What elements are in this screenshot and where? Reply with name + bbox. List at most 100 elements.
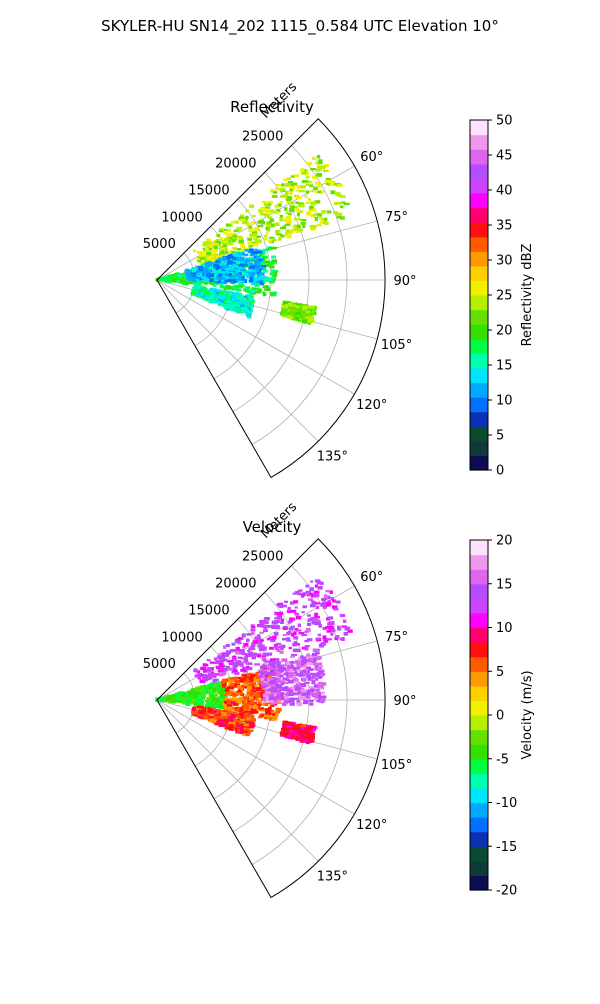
echo-gate [290,175,296,178]
echo-gate [212,684,217,688]
echo-gate [166,695,172,700]
echo-gate [237,292,241,296]
echo-gate [336,183,343,187]
echo-gate [259,622,265,625]
echo-gate [210,265,214,268]
echo-gate [218,295,225,300]
colorbar-segment [470,787,488,804]
echo-gate [252,686,256,690]
echo-gate [274,617,278,620]
colorbar-segment [470,382,488,398]
echo-gate [245,275,250,278]
echo-gate [311,680,316,685]
echo-gate [241,657,247,660]
echo-gate [282,673,286,676]
echo-gate [284,308,289,312]
colorbar-tick-label: 15 [496,359,513,374]
echo-gate [250,631,255,636]
echo-gate [262,208,269,213]
echo-gate [274,645,279,650]
echo-gate [313,615,320,619]
echo-gate [224,304,230,309]
echo-gate [265,264,271,267]
colorbar-segment [470,192,488,209]
colorbar-segment [470,426,488,442]
echo-gate [255,290,259,294]
echo-gate [214,260,220,264]
echo-gate [259,620,265,623]
echo-gate [251,688,258,692]
echo-gate [220,285,227,289]
colorbar-tick-label: 50 [496,114,513,129]
echo-gate [266,221,272,226]
echo-gate [255,693,260,698]
echo-gate [270,269,276,274]
echo-gate [229,724,234,727]
echo-gate [275,209,281,213]
echo-gate [284,232,289,236]
echo-gate [304,639,309,643]
echo-gate [238,720,242,725]
echo-gate [309,311,315,315]
echo-gate [289,655,295,659]
echo-gate [259,691,265,696]
echo-gate [216,233,221,238]
echo-gate [215,687,222,691]
echo-gate [184,281,189,286]
echo-gate [177,274,183,278]
echo-gate [203,256,208,260]
echo-gate [213,245,218,250]
echo-gate [302,658,308,663]
echo-gate [248,710,254,714]
echo-gate [316,165,321,168]
echo-gate [315,602,321,605]
echo-gate [279,217,283,222]
echo-gate [285,693,289,696]
echo-gate [262,266,266,271]
echo-gate [243,295,248,298]
echo-gate [213,657,218,661]
echo-gate [264,677,268,682]
echo-gate [313,590,320,594]
echo-gate [198,714,203,719]
echo-gate [314,612,318,617]
echo-gate [203,271,207,275]
echo-gate [333,211,339,215]
radial-tick-label: 20000 [215,157,256,172]
echo-gate [217,291,224,295]
echo-gate [202,247,207,251]
echo-gate [268,646,275,650]
echo-gate [236,685,242,689]
echo-gate [212,714,219,717]
echo-gate [213,279,219,282]
echo-gate [271,691,275,696]
colorbar-segment [470,642,488,658]
echo-gate [191,698,196,703]
echo-gate [314,200,321,204]
echo-gate [280,674,284,678]
echo-gate [280,678,287,682]
echo-gate [203,677,208,682]
echo-gate [167,276,172,281]
echo-gate [218,230,224,233]
echo-gate [269,280,275,284]
colorbar-segment [470,338,488,354]
echo-gate [282,722,289,725]
echo-gate [291,632,295,637]
echo-gate [239,298,243,302]
echo-gate [309,184,314,188]
echo-gate [217,257,222,262]
echo-gate [269,700,274,703]
echo-gate [209,252,216,257]
echo-gate [271,704,275,708]
echo-gate [300,594,305,598]
echo-gate [199,698,204,702]
echo-gate [339,205,344,209]
echo-gate [182,692,186,697]
echo-gate [254,259,259,263]
echo-gate [313,618,320,622]
echo-gate [190,291,197,296]
echo-gate [312,648,318,652]
echo-gate [205,699,210,703]
echo-gate [246,722,251,725]
